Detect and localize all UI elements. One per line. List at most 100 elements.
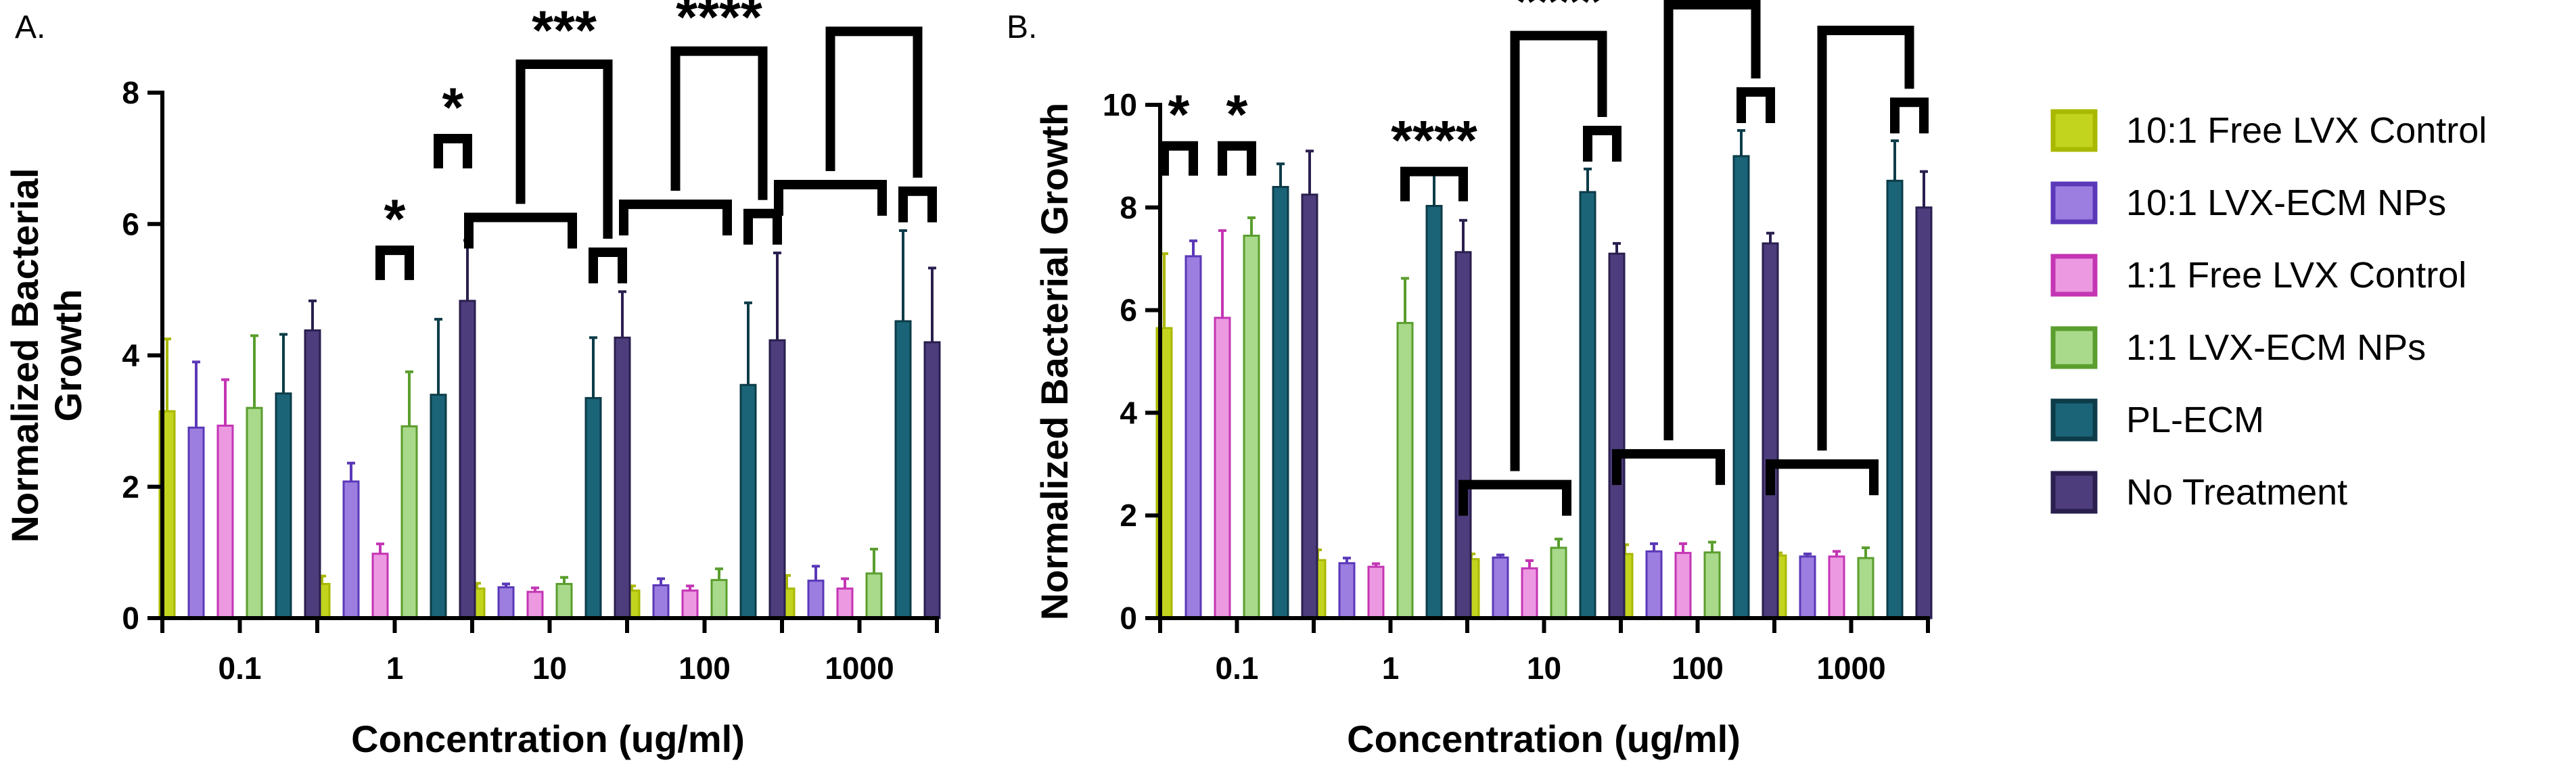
significance-stars: * (1168, 85, 1190, 146)
bar (1184, 255, 1202, 619)
significance-bracket (375, 245, 414, 281)
bar (1886, 179, 1904, 619)
bar (865, 572, 883, 619)
significance-bracket-right (898, 186, 937, 222)
bar (187, 426, 205, 619)
bar (1674, 552, 1692, 619)
y-tick-label: 0 (1120, 601, 1137, 636)
significance-bracket-outer (1510, 30, 1607, 471)
bar (246, 406, 263, 619)
significance-bracket-right (1736, 87, 1775, 124)
bar (1608, 252, 1626, 619)
bar (1425, 205, 1443, 619)
significance-bracket (1400, 166, 1468, 202)
bar (1703, 551, 1721, 619)
bar (1857, 557, 1874, 619)
significance-bracket-outer (670, 46, 768, 200)
bar (807, 580, 825, 619)
panel-label: B. (1007, 9, 1037, 45)
y-tick-label: 6 (1120, 293, 1137, 328)
x-tick-label: 10 (532, 651, 567, 686)
bar (430, 394, 447, 619)
bar (614, 336, 631, 619)
significance-bracket-outer (515, 59, 613, 239)
bar (1243, 235, 1260, 619)
significance-bracket-right (589, 248, 627, 284)
legend-label: No Treatment (2126, 472, 2347, 513)
significance-bracket (434, 133, 472, 168)
bar (275, 392, 292, 619)
panel-a-chart: A. 0 2 4 6 8 0.1 1 10 100 1000 Concentration (ug/ml… (3, 0, 941, 760)
legend-swatch (2050, 326, 2098, 369)
legend-swatch (2050, 398, 2098, 442)
legend-label: 10:1 LVX-ECM NPs (2126, 183, 2446, 223)
bar (1579, 191, 1596, 619)
y-tick-label: 8 (122, 75, 139, 110)
bar (681, 589, 699, 619)
y-axis-label-line: Normalized Bacterial (3, 168, 46, 543)
y-tick-label: 2 (122, 469, 139, 504)
x-tick-label: 1000 (1816, 651, 1885, 686)
bar (1799, 555, 1816, 619)
significance-bracket-left (619, 199, 732, 236)
bar (1492, 556, 1509, 619)
bar (526, 590, 544, 619)
x-axis-label: Concentration (ug/ml) (1347, 718, 1741, 760)
significance-stars: **** (1515, 0, 1602, 33)
y-axis-label-line: Growth (47, 289, 89, 422)
legend-swatch (2050, 181, 2098, 225)
significance-bracket-left (774, 179, 887, 216)
panel-b-chart: B. 0 2 4 6 8 10 0.1 1 10 100 1000 Concentration (ug/… (1007, 0, 1933, 760)
significance-stars: *** (532, 0, 597, 62)
x-tick-label: 0.1 (218, 651, 262, 686)
bar (555, 582, 573, 619)
x-tick-label: 1 (1382, 651, 1400, 686)
bar (1396, 322, 1414, 619)
bar (1550, 546, 1567, 619)
bar (216, 424, 234, 619)
bar (710, 579, 728, 619)
legend-label: 10:1 Free LVX Control (2126, 110, 2487, 151)
legend-label: 1:1 Free LVX Control (2126, 255, 2466, 296)
y-tick-label: 2 (1120, 498, 1137, 533)
bar (1367, 565, 1385, 619)
significance-stars: **** (676, 0, 762, 49)
bar (1214, 316, 1231, 619)
significance-stars: **** (1822, 0, 1909, 28)
bar (1338, 562, 1356, 619)
y-tick-label: 0 (122, 601, 139, 636)
bar (304, 329, 321, 619)
significance-bracket (1218, 141, 1256, 176)
bar (1272, 185, 1289, 619)
bar (1521, 567, 1538, 619)
legend-swatch (2050, 109, 2098, 152)
significance-bracket (1159, 141, 1198, 176)
legend-swatch (2050, 471, 2098, 514)
significance-bracket-left (464, 212, 577, 249)
bar (584, 397, 602, 619)
bar (1645, 550, 1663, 619)
significance-bracket-left (1766, 459, 1879, 496)
legend-swatch (2050, 254, 2098, 297)
significance-stars: * (1226, 85, 1248, 146)
bar (1762, 242, 1779, 619)
bar (894, 320, 912, 619)
significance-stars: **** (1391, 110, 1477, 172)
bar (1732, 155, 1750, 619)
x-tick-label: 1 (386, 651, 404, 686)
x-tick-label: 1000 (825, 651, 894, 686)
significance-stars: **** (831, 0, 917, 28)
significance-bracket-right (1583, 125, 1622, 162)
legend-label: PL-ECM (2126, 400, 2264, 440)
significance-stars: * (384, 189, 406, 250)
y-tick-label: 10 (1103, 87, 1137, 122)
y-axis-label: Normalized BacterialGrowth (3, 168, 89, 543)
x-tick-label: 100 (1672, 651, 1724, 686)
legend-label: 1:1 LVX-ECM NPs (2126, 327, 2426, 368)
y-tick-label: 8 (1120, 190, 1137, 225)
bar (836, 587, 854, 619)
y-tick-label: 4 (1120, 395, 1137, 430)
bar (400, 425, 418, 619)
significance-stars: * (442, 77, 464, 139)
bar (768, 339, 786, 619)
